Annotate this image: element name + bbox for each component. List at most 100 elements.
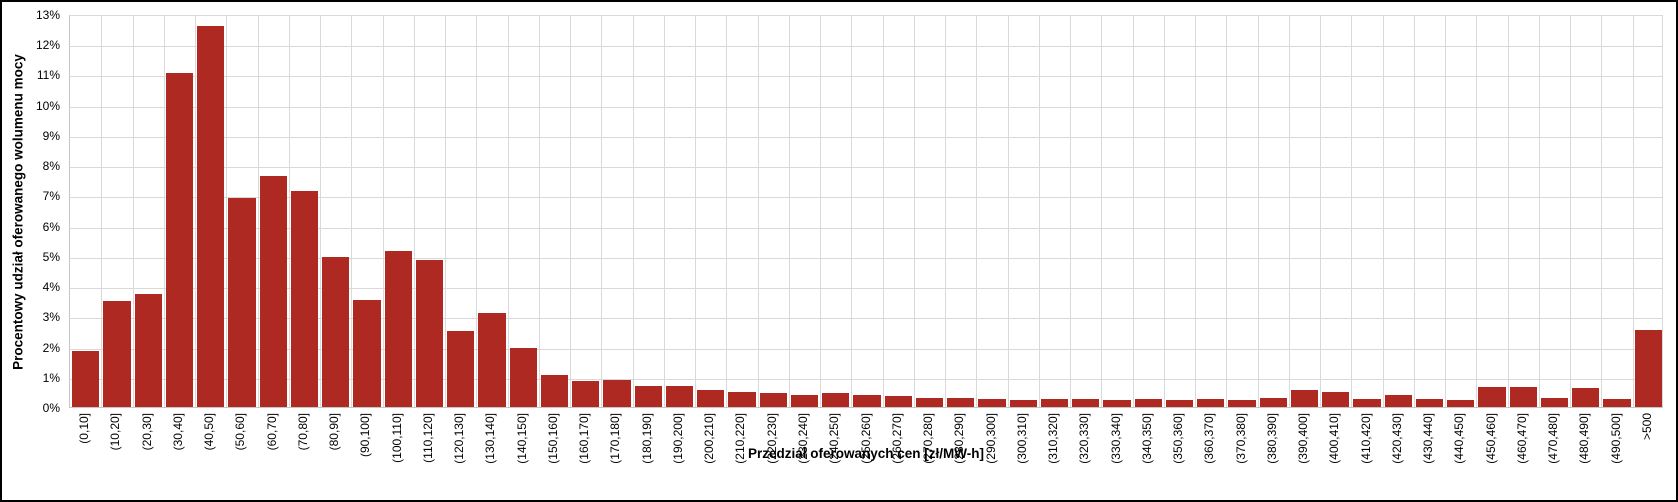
- bar: [103, 301, 131, 407]
- vertical-gridline: [757, 16, 759, 407]
- vertical-gridline: [695, 16, 697, 407]
- vertical-gridline: [538, 16, 540, 407]
- bar: [1384, 394, 1412, 407]
- vertical-gridline: [851, 16, 853, 407]
- y-tick-label: 11%: [36, 68, 60, 83]
- x-tick-label: (50,60]: [233, 413, 248, 451]
- vertical-gridline: [476, 16, 478, 407]
- bar: [478, 313, 506, 407]
- horizontal-gridline: [70, 257, 1662, 259]
- bar: [1634, 329, 1662, 407]
- x-tick-label: (30,40]: [170, 413, 185, 451]
- vertical-gridline: [320, 16, 322, 407]
- horizontal-gridline: [70, 106, 1662, 108]
- vertical-gridline: [945, 16, 947, 407]
- x-tick-label: >500: [1639, 413, 1654, 441]
- bar: [447, 331, 475, 407]
- vertical-gridline: [1413, 16, 1415, 407]
- vertical-gridline: [882, 16, 884, 407]
- vertical-gridline: [257, 16, 259, 407]
- vertical-gridline: [913, 16, 915, 407]
- y-tick-label: 6%: [42, 219, 60, 234]
- horizontal-gridline: [70, 46, 1662, 48]
- vertical-gridline: [382, 16, 384, 407]
- x-tick-label: (10,20]: [108, 413, 123, 451]
- vertical-gridline: [163, 16, 165, 407]
- bar: [978, 399, 1006, 407]
- vertical-gridline: [1445, 16, 1447, 407]
- bar: [1040, 399, 1069, 407]
- bar: [697, 390, 725, 407]
- bar: [134, 293, 162, 407]
- vertical-gridline: [726, 16, 728, 407]
- vertical-gridline: [132, 16, 134, 407]
- bar: [853, 394, 881, 407]
- bar: [384, 251, 412, 407]
- vertical-gridline: [1163, 16, 1165, 407]
- vertical-gridline: [632, 16, 634, 407]
- bar: [1603, 399, 1631, 407]
- horizontal-gridline: [70, 288, 1662, 290]
- horizontal-gridline: [70, 227, 1662, 229]
- vertical-gridline: [1632, 16, 1634, 407]
- bar: [1228, 399, 1256, 407]
- y-tick-label: 4%: [42, 280, 60, 295]
- x-tick-label: (60,70]: [264, 413, 279, 451]
- horizontal-gridline: [70, 197, 1662, 199]
- y-tick-label: 3%: [42, 310, 60, 325]
- vertical-gridline: [1038, 16, 1040, 407]
- x-tick-label: (20,30]: [139, 413, 154, 451]
- vertical-gridline: [1320, 16, 1322, 407]
- vertical-gridline: [601, 16, 603, 407]
- y-tick-label: 9%: [42, 128, 60, 143]
- bar: [1540, 397, 1569, 407]
- y-tick-label: 8%: [42, 159, 60, 174]
- bar: [1509, 386, 1537, 407]
- vertical-gridline: [1070, 16, 1072, 407]
- horizontal-gridline: [70, 348, 1662, 350]
- x-tick-label: (70,80]: [295, 413, 310, 451]
- bar: [353, 299, 381, 407]
- y-tick-label: 12%: [35, 38, 60, 53]
- bar: [1259, 397, 1287, 407]
- horizontal-gridline: [70, 136, 1662, 138]
- vertical-gridline: [507, 16, 509, 407]
- bar: [665, 385, 694, 407]
- x-tick-label: (80,90]: [327, 413, 342, 451]
- bar: [165, 72, 193, 407]
- bar: [1353, 399, 1381, 407]
- vertical-gridline: [413, 16, 415, 407]
- y-tick-label: 1%: [42, 370, 60, 385]
- bar: [415, 260, 444, 407]
- bar: [1134, 398, 1162, 407]
- x-tick-label: (40,50]: [202, 413, 217, 451]
- vertical-gridline: [1007, 16, 1009, 407]
- vertical-gridline: [820, 16, 822, 407]
- vertical-gridline: [1601, 16, 1603, 407]
- x-axis-title: Przedział oferowanych cen [zł/MW-h]: [747, 446, 984, 461]
- bar: [509, 348, 537, 407]
- bar: [884, 396, 912, 407]
- bar: [1322, 391, 1350, 407]
- bar: [759, 393, 787, 407]
- bar: [822, 393, 850, 407]
- vertical-gridline: [1195, 16, 1197, 407]
- bar: [1197, 399, 1225, 407]
- bar: [259, 175, 287, 407]
- vertical-gridline: [1382, 16, 1384, 407]
- y-tick-label: 13%: [35, 8, 60, 22]
- y-tick-label: 5%: [42, 249, 60, 264]
- vertical-gridline: [570, 16, 572, 407]
- bar: [290, 190, 319, 407]
- vertical-gridline: [1132, 16, 1134, 407]
- bar: [1447, 400, 1475, 407]
- vertical-gridline: [1288, 16, 1290, 407]
- bar: [1009, 400, 1037, 407]
- bar: [1165, 400, 1194, 407]
- bar: [228, 198, 256, 407]
- bar: [1478, 387, 1506, 407]
- bar: [1072, 399, 1100, 407]
- vertical-gridline: [445, 16, 447, 407]
- plot-area: [69, 15, 1663, 408]
- bar: [915, 397, 944, 407]
